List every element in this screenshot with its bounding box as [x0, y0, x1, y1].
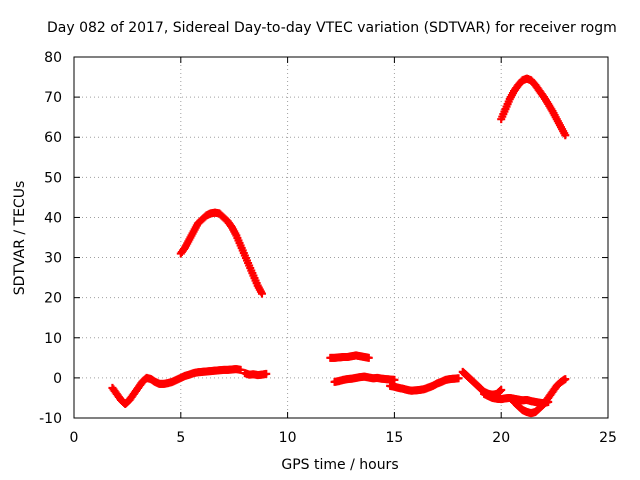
chart-title: Day 082 of 2017, Sidereal Day-to-day VTE…: [47, 20, 617, 36]
data-point: [454, 374, 463, 383]
series-arc-6: [386, 374, 463, 395]
series-arc-10: [497, 74, 570, 140]
y-tick-label: 40: [44, 210, 62, 226]
y-axis-label: SDTVAR / TECUs: [12, 180, 28, 296]
x-tick-label: 0: [70, 430, 79, 446]
x-tick-label: 5: [176, 430, 185, 446]
series-arc-4: [326, 351, 373, 362]
data-point: [262, 369, 271, 378]
series-arc-5: [330, 372, 399, 386]
data-point: [364, 353, 373, 362]
y-tick-label: 60: [44, 130, 62, 146]
series-arc-9: [510, 375, 570, 418]
plot-frame: [73, 56, 609, 419]
x-axis-label: GPS time / hours: [281, 457, 399, 473]
x-tick-label: 10: [279, 430, 297, 446]
grid: [74, 57, 608, 418]
series-arc-3: [176, 208, 266, 298]
data-point: [257, 289, 266, 298]
x-tick-label: 25: [599, 430, 617, 446]
y-tick-label: 20: [44, 291, 62, 307]
y-tick-label: 0: [53, 371, 62, 387]
series-arc-1: [108, 365, 245, 408]
data-point: [497, 385, 506, 394]
y-tick-label: -10: [39, 411, 62, 427]
data-point: [561, 131, 570, 140]
y-tick-label: 50: [44, 170, 62, 186]
series-arc-2: [240, 369, 271, 380]
data-point: [561, 375, 570, 384]
y-tick-label: 30: [44, 251, 62, 267]
x-tick-label: 15: [385, 430, 403, 446]
y-tick-label: 70: [44, 90, 62, 106]
data-point: [236, 365, 245, 374]
ticks: -10 0 10 20 30 40 50 60 70 80 0 5 10 15 20 25: [39, 50, 617, 446]
series: [108, 74, 570, 418]
y-tick-label: 10: [44, 331, 62, 347]
y-tick-label: 80: [44, 50, 62, 66]
x-tick-label: 20: [492, 430, 510, 446]
